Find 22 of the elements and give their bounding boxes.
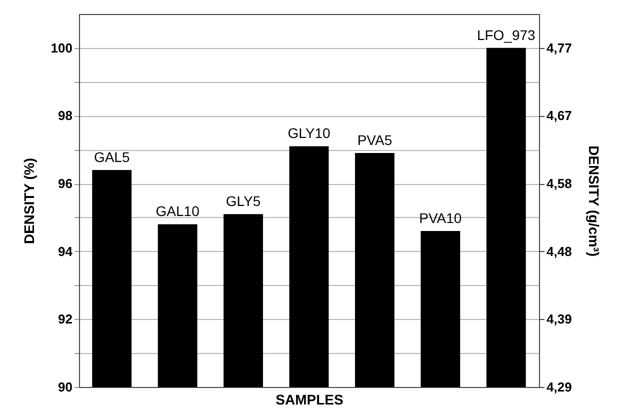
y-tick-label: 96 bbox=[58, 176, 72, 192]
y2-tick-label: 4,77 bbox=[546, 40, 572, 56]
x-tick-label: PVA10 bbox=[419, 210, 462, 226]
x-axis-title: SAMPLES bbox=[276, 392, 344, 408]
y-tick-label: 100 bbox=[50, 40, 72, 56]
y-tick-label: 94 bbox=[58, 244, 74, 259]
y2-tick-label: 4,67 bbox=[546, 108, 572, 124]
y2-tick-label: 4,29 bbox=[546, 380, 572, 394]
y2-axis-title: DENSITY (g/cm³) bbox=[586, 146, 602, 256]
y-tick-label: 90 bbox=[58, 380, 72, 394]
x-tick-label: PVA5 bbox=[357, 132, 392, 148]
x-tick-label: GAL5 bbox=[94, 148, 130, 165]
x-tick-label: LFO_973 bbox=[476, 26, 536, 43]
y-tick-label: 98 bbox=[58, 108, 72, 124]
y2-tick-label: 4,48 bbox=[546, 244, 572, 259]
x-tick-label: GLY5 bbox=[226, 193, 261, 210]
x-tick-label: GAL10 bbox=[156, 203, 200, 220]
y2-tick-label: 4,58 bbox=[546, 176, 572, 192]
y2-tick-label: 4,39 bbox=[546, 312, 572, 327]
x-tick-label: GLY10 bbox=[288, 125, 330, 142]
y-axis-title: DENSITY (%) bbox=[20, 158, 37, 244]
y-tick-label: 92 bbox=[58, 312, 72, 327]
